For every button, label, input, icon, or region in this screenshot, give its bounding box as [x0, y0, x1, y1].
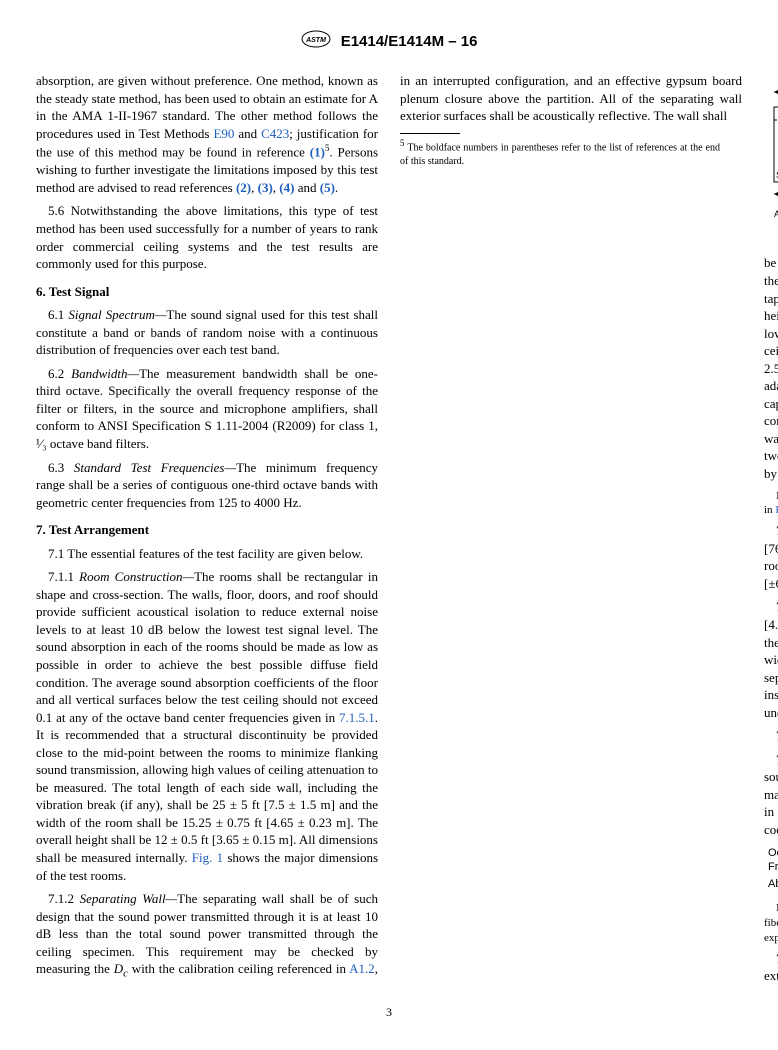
- doc-header: ASTM E1414/E1414M – 16: [36, 30, 742, 54]
- astm-logo: ASTM: [301, 30, 331, 54]
- footnote-5: 5 The boldface numbers in parentheses re…: [400, 137, 720, 168]
- para-6-1: 6.1 Signal Spectrum—The sound signal use…: [36, 306, 378, 359]
- ref-3: (3): [258, 180, 273, 195]
- svg-text:ASTM: ASTM: [305, 37, 326, 44]
- heading-6: 6. Test Signal: [36, 283, 378, 301]
- svg-text:A = B ± 10%: A = B ± 10%: [774, 209, 778, 219]
- table-row: Octave Band Center Frequency, Hz 1252505…: [764, 845, 778, 877]
- ref-4: (4): [279, 180, 294, 195]
- figure-1: Separating Wall 760 mm ± 25 mm 30 in ± 1…: [764, 72, 778, 240]
- para-7-1-4: 7.1.4 Plenum Width—The plenum width shal…: [764, 598, 778, 721]
- para-5-5-cont: absorption, are given without preference…: [36, 72, 378, 196]
- heading-7: 7. Test Arrangement: [36, 521, 378, 539]
- ref-a12: A1.2: [349, 961, 375, 976]
- absorption-table: Octave Band Center Frequency, Hz 1252505…: [764, 845, 778, 894]
- para-6-3: 6.3 Standard Test Frequencies—The minimu…: [36, 459, 378, 512]
- para-7-1-1: 7.1.1 Room Construction—The rooms shall …: [36, 568, 378, 884]
- ref-2: (2): [236, 180, 251, 195]
- ref-7151: 7.1.5.1: [339, 710, 375, 725]
- ref-1: (1): [310, 145, 325, 160]
- ref-c423: C423: [261, 126, 289, 141]
- ref-5: (5): [320, 180, 335, 195]
- ref-e90: E90: [213, 126, 234, 141]
- para-7-1-5-1: 7.1.5.1 All side walls of the plenum sha…: [764, 751, 778, 839]
- fig1-caption: FIG. 1 General Dimensions of the Test Ro…: [764, 226, 778, 240]
- para-7-1-2-cont: be tapered at its upper extremity so tha…: [764, 254, 778, 482]
- note-1: Note 1—One wall design which has been fo…: [764, 489, 778, 519]
- para-7-1: 7.1 The essential features of the test f…: [36, 545, 378, 563]
- para-7-1-3: 7.1.3 Plenum Depth—The plenum depth shal…: [764, 522, 778, 592]
- para-5-6: 5.6 Notwithstanding the above limitation…: [36, 202, 378, 272]
- body-columns: absorption, are given without preference…: [36, 72, 742, 992]
- ref-fig1: Fig. 1: [192, 850, 223, 865]
- doc-id: E1414/E1414M – 16: [341, 33, 478, 50]
- para-7-1-5: 7.1.5 Plenum Lining:: [764, 727, 778, 745]
- table-row: Absorption Coefficient 0.650.800.800.800…: [764, 876, 778, 893]
- para-6-2: 6.2 Bandwidth—The measurement bandwidth …: [36, 365, 378, 453]
- page-number: 3: [36, 1004, 742, 1020]
- note-2: Note 2—A suitable plenum lining has been…: [764, 901, 778, 946]
